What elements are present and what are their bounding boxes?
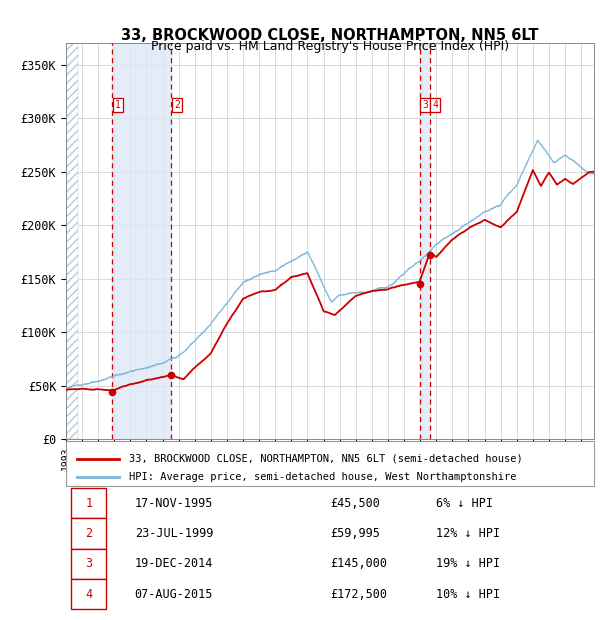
Bar bbox=[112, 43, 172, 439]
Text: 19% ↓ HPI: 19% ↓ HPI bbox=[436, 557, 500, 570]
Text: 33, BROCKWOOD CLOSE, NORTHAMPTON, NN5 6LT: 33, BROCKWOOD CLOSE, NORTHAMPTON, NN5 6L… bbox=[121, 28, 539, 43]
Text: £172,500: £172,500 bbox=[330, 588, 387, 601]
Text: 2: 2 bbox=[85, 527, 92, 540]
Bar bbox=[419, 43, 430, 439]
FancyBboxPatch shape bbox=[71, 579, 106, 609]
Text: 1: 1 bbox=[115, 100, 121, 110]
Text: 23-JUL-1999: 23-JUL-1999 bbox=[134, 527, 213, 540]
Text: 1: 1 bbox=[85, 497, 92, 510]
Text: 4: 4 bbox=[432, 100, 438, 110]
Text: Price paid vs. HM Land Registry's House Price Index (HPI): Price paid vs. HM Land Registry's House … bbox=[151, 40, 509, 53]
Text: £59,995: £59,995 bbox=[330, 527, 380, 540]
Text: 6% ↓ HPI: 6% ↓ HPI bbox=[436, 497, 493, 510]
FancyBboxPatch shape bbox=[71, 488, 106, 518]
Text: 19-DEC-2014: 19-DEC-2014 bbox=[134, 557, 213, 570]
Text: £145,000: £145,000 bbox=[330, 557, 387, 570]
Text: 3: 3 bbox=[85, 557, 92, 570]
Text: 07-AUG-2015: 07-AUG-2015 bbox=[134, 588, 213, 601]
Text: 33, BROCKWOOD CLOSE, NORTHAMPTON, NN5 6LT (semi-detached house): 33, BROCKWOOD CLOSE, NORTHAMPTON, NN5 6L… bbox=[130, 454, 523, 464]
Text: 4: 4 bbox=[85, 588, 92, 601]
Text: 3: 3 bbox=[422, 100, 428, 110]
Text: 2: 2 bbox=[174, 100, 180, 110]
FancyBboxPatch shape bbox=[71, 549, 106, 579]
Text: 17-NOV-1995: 17-NOV-1995 bbox=[134, 497, 213, 510]
Text: HPI: Average price, semi-detached house, West Northamptonshire: HPI: Average price, semi-detached house,… bbox=[130, 472, 517, 482]
FancyBboxPatch shape bbox=[66, 441, 594, 486]
Text: £45,500: £45,500 bbox=[330, 497, 380, 510]
Text: 12% ↓ HPI: 12% ↓ HPI bbox=[436, 527, 500, 540]
FancyBboxPatch shape bbox=[71, 518, 106, 549]
Text: 10% ↓ HPI: 10% ↓ HPI bbox=[436, 588, 500, 601]
